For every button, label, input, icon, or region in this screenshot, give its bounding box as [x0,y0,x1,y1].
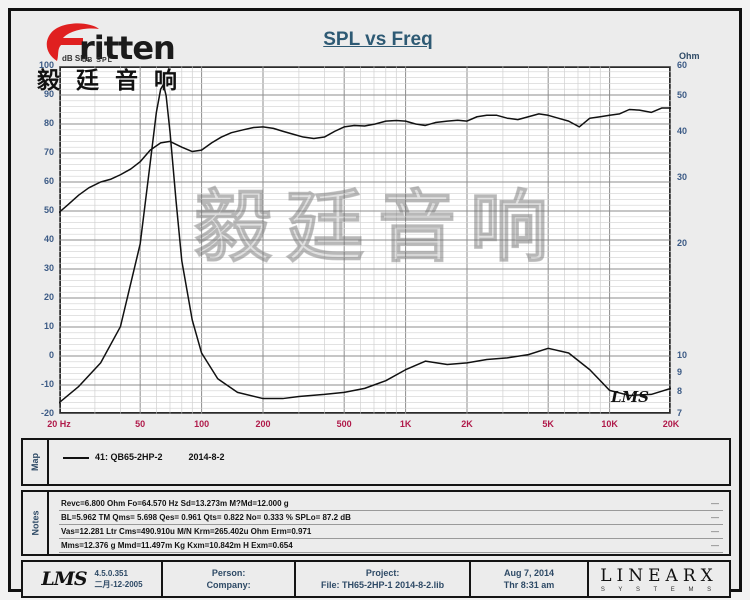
x-axis-tick: 5K [542,419,554,429]
left-axis-tick: 20 [43,292,54,302]
notes-tab-label: Notes [30,510,41,536]
left-axis-tick: 0 [48,350,54,360]
right-axis-tick: 50 [677,89,688,100]
report-time: Thr 8:31 am [503,580,555,590]
left-axis-tick: -20 [40,408,54,418]
notes-line-2: BL=5.962 TM Qms= 5.698 Qes= 0.961 Qts= 0… [61,513,351,522]
vendor-sub: S Y S T E M S [600,586,718,593]
notes-dash-1: — [711,499,719,508]
right-axis-tick: 7 [677,408,683,418]
app-version: 4.5.0.351 [94,569,128,578]
legend-curve-date: 2014-8-2 [188,452,225,462]
status-project-cell[interactable]: Project: File: TH65-2HP-1 2014-8-2.lib [296,562,471,596]
notes-panel: Notes Revc=6.800 Ohm Fo=64.570 Hz Sd=13.… [21,490,731,556]
notes-rule-4 [59,552,723,553]
left-axis-tick: 90 [43,89,54,99]
legend-entry[interactable]: 41: QB65-2HP-2 2014-8-2 [63,452,225,462]
brand-name: ritten [79,29,176,67]
left-axis-tick: 80 [43,118,54,128]
notes-rule-2 [59,524,723,525]
map-panel: Map 41: QB65-2HP-2 2014-8-2 [21,438,731,486]
x-axis-tick: 200 [255,419,271,429]
left-axis-label: dB SPL [62,54,91,63]
chart-title: SPL vs Freq [323,29,433,50]
left-axis-tick: 100 [38,60,54,70]
file-label: File: TH65-2HP-1 2014-8-2.lib [321,580,445,590]
left-axis-tick: 30 [43,263,54,273]
right-axis-tick: 20 [677,237,688,248]
x-axis-tick: 20K [662,419,680,429]
left-axis-tick: 70 [43,147,54,157]
status-person-cell[interactable]: Person: Company: [163,562,297,596]
left-axis-tick: 10 [43,321,54,331]
notes-dash-3: — [711,527,719,536]
map-tab-label: Map [30,453,40,471]
vendor-name: LINEARX [600,565,718,586]
status-bar: LMS 4.5.0.351 二月-12-2005 Person: Company… [21,560,731,598]
report-frame: ritten dB SPL 毅 廷 音 响 SPL vs Freq Ohm LM… [8,8,742,598]
map-tab[interactable]: Map [23,440,49,484]
right-axis-tick: 8 [677,386,683,397]
notes-line-3: Vas=12.281 Ltr Cms=490.910u M/N Krm=265.… [61,527,312,536]
notes-tab[interactable]: Notes [23,492,49,554]
notes-dash-2: — [711,513,719,522]
app-build-date: 二月-12-2005 [94,580,143,589]
legend-line-swatch [63,456,89,459]
x-axis-tick: 500 [336,419,352,429]
notes-rule-3 [59,538,723,539]
brand-logo: ritten dB SPL 毅 廷 音 响 [25,21,275,94]
left-axis-tick: 60 [43,176,54,186]
x-axis-tick: 20 Hz [47,419,71,429]
right-axis-label: Ohm [679,51,700,61]
red-e-swoosh-icon [46,23,99,61]
brand-logo-sub: dB SPL [82,57,113,64]
report-date: Aug 7, 2014 [503,568,555,578]
x-axis-tick: 10K [601,419,618,429]
status-app-cell: LMS 4.5.0.351 二月-12-2005 [23,562,163,596]
right-axis-tick: 60 [677,60,688,70]
person-label: Person: [211,568,246,578]
notes-rule-1 [59,510,723,511]
right-axis-tick: 9 [677,367,683,378]
project-label: Project: [365,568,400,578]
left-axis-tick: 40 [43,234,54,244]
status-date-cell: Aug 7, 2014 Thr 8:31 am [471,562,589,596]
chart-plot-area: LMS [59,66,671,414]
notes-line-4: Mms=12.376 g Mmd=11.497m Kg Kxm=10.842m … [61,541,293,550]
notes-line-1: Revc=6.800 Ohm Fo=64.570 Hz Sd=13.273m M… [61,499,289,508]
x-axis-tick: 100 [194,419,210,429]
vendor-logo: LINEARX S Y S T E M S [589,562,729,596]
company-label: Company: [206,580,251,590]
right-axis-tick: 30 [677,172,688,183]
legend-curve-id: 41: QB65-2HP-2 [95,452,163,462]
x-axis-tick: 50 [135,419,146,429]
notes-dash-4: — [711,541,719,550]
chart-canvas [59,66,671,414]
x-axis-tick: 1K [399,419,412,429]
left-axis-tick: -10 [40,379,54,389]
right-axis-tick: 10 [677,350,688,361]
right-axis-tick: 40 [677,125,688,136]
brand-chinese-name: 毅 廷 音 响 [37,68,182,94]
x-axis-tick: 2K [461,419,473,429]
lms-logo: LMS [41,568,87,590]
plot-signature: LMS [611,388,649,406]
left-axis-tick: 50 [43,205,54,215]
